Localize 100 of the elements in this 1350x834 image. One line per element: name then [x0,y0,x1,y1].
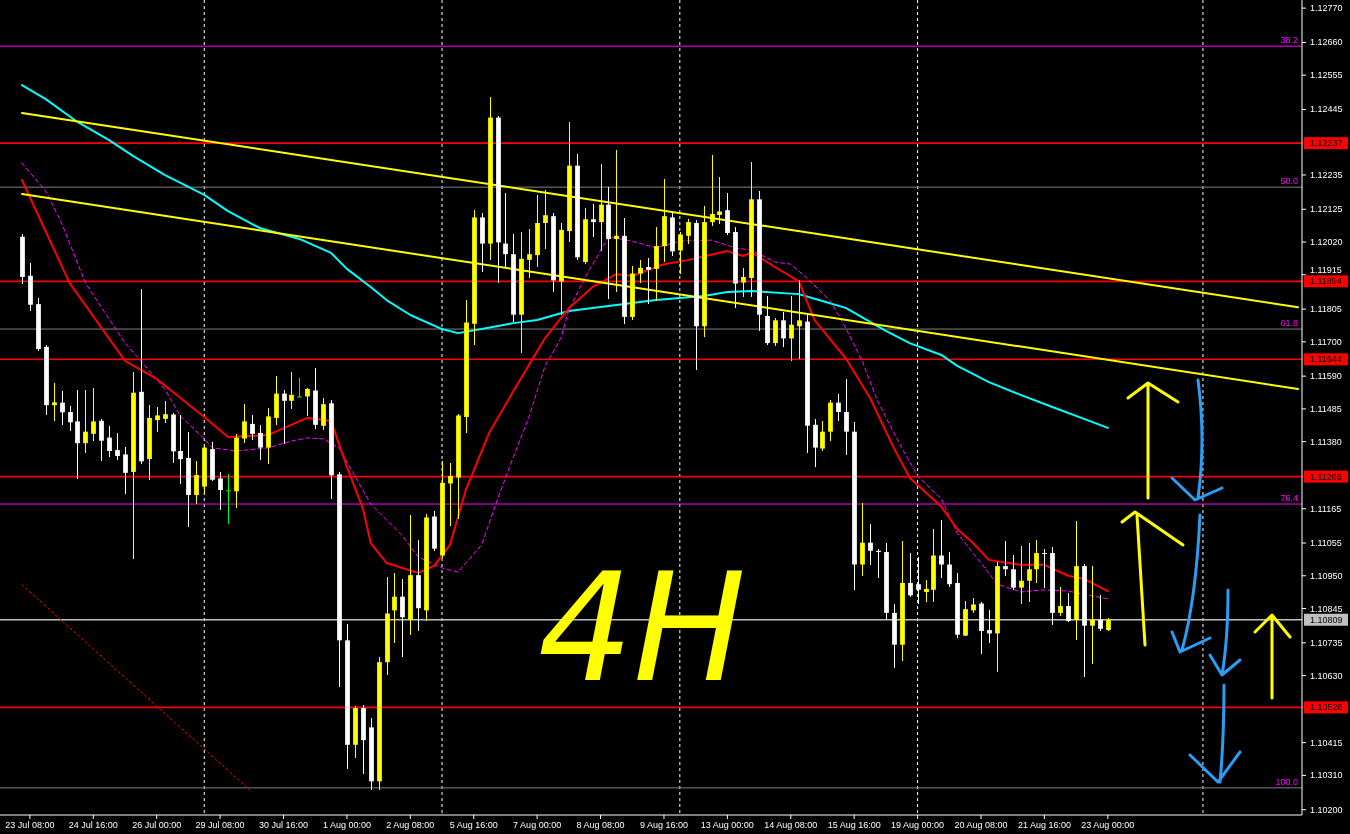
x-tick-label: 23 Jul 08:00 [5,820,55,830]
candlestick [527,228,532,280]
x-tick-label: 2 Aug 08:00 [386,820,435,830]
candlestick [1066,592,1071,624]
candlestick [321,397,326,431]
candlestick [924,579,929,603]
y-tick-label: 1.11055 [1310,538,1342,549]
candlestick [297,377,302,398]
x-tick-label: 14 Aug 08:00 [764,820,818,830]
candlestick [987,609,992,644]
y-tick-label: 1.12020 [1310,237,1343,248]
x-tick-label: 9 Aug 16:00 [639,820,688,830]
x-tick-label: 20 Aug 08:00 [954,820,1008,830]
y-tick-label: 1.10735 [1310,637,1343,648]
candlestick [678,230,683,275]
candlestick [844,378,849,456]
candlestick [947,550,952,588]
annotation: 38.2 [1280,35,1298,46]
ref-line-label: 1.11644 [1310,354,1342,365]
candlestick [860,502,865,577]
y-tick-label: 1.11485 [1310,403,1342,414]
candlestick [1027,542,1032,603]
y-tick-label: 1.12660 [1310,37,1343,48]
y-tick-label: 1.10630 [1310,670,1343,681]
candlestick [163,400,168,424]
x-tick-label: 7 Aug 00:00 [513,820,562,830]
candlestick [289,370,294,410]
candlestick [1090,564,1095,665]
candlestick [99,418,104,462]
x-tick-label: 5 Aug 16:00 [449,820,498,830]
candlestick [797,279,802,360]
candlestick [599,163,604,252]
candlestick [448,462,453,527]
candlestick [115,432,120,461]
candlestick [773,317,778,348]
candlestick [836,393,841,422]
y-tick-label: 1.10310 [1310,770,1343,781]
line-series [20,84,1109,429]
candlestick [741,267,746,298]
x-tick-label: 1 Aug 00:00 [322,820,371,830]
x-tick-label: 23 Aug 00:00 [1081,820,1135,830]
x-tick-label: 26 Jul 00:00 [132,820,182,830]
candlestick [1003,540,1008,577]
candlestick [1011,554,1016,592]
candlestick [107,425,112,458]
x-tick-label: 29 Jul 08:00 [195,820,245,830]
y-tick-label: 1.12125 [1310,204,1343,215]
y-tick-label: 1.10415 [1310,737,1343,748]
ref-line-label: 1.12337 [1310,138,1343,149]
annotation: 100.0 [1275,776,1298,787]
candlestick [52,382,57,422]
candlestick [591,203,596,238]
y-tick-label: 1.12555 [1310,70,1343,81]
candlestick [218,471,223,511]
candlestick [242,403,247,444]
candlestick [1019,544,1024,605]
y-tick-label: 1.11590 [1310,371,1342,382]
y-tick-label: 1.11165 [1310,503,1342,514]
candlestick [710,153,715,227]
y-tick-label: 1.11700 [1310,336,1342,347]
candlestick [908,551,913,598]
candlestick [916,556,921,605]
candlestick [638,259,643,284]
candlestick [282,389,287,445]
y-tick-label: 1.10845 [1310,603,1343,614]
y-tick-label: 1.11380 [1310,436,1342,447]
x-tick-label: 19 Aug 00:00 [891,820,945,830]
candlestick [654,226,659,303]
annotation: 61.8 [1280,318,1298,329]
x-tick-label: 30 Jul 16:00 [259,820,309,830]
candlestick [543,189,548,250]
candlestick [939,519,944,579]
annotation: 50.0 [1280,176,1298,187]
candlestick [1042,548,1047,589]
candlestick [1034,539,1039,585]
candlestick [123,446,128,495]
candlestick [83,389,88,454]
candlestick [392,572,397,644]
candlestick [258,424,263,461]
candlestick [820,419,825,452]
ref-line-label: 1.11268 [1310,471,1342,482]
candlestick [91,387,96,442]
candlestick [68,405,73,432]
candlestick [75,389,80,480]
candlestick [194,460,199,505]
candlestick [60,390,65,427]
y-tick-label: 1.12770 [1310,3,1343,14]
candlestick [1058,586,1063,617]
candlestick [725,191,730,236]
candlestick [503,191,508,268]
candlestick [868,523,873,566]
y-tick-label: 1.11915 [1310,265,1342,276]
candlestick [686,218,691,245]
y-tick-label: 1.10950 [1310,570,1343,581]
candlestick [1098,594,1103,633]
candlestick [250,414,255,441]
y-tick-label: 1.12235 [1310,169,1343,180]
candlestick [813,418,818,469]
candlestick [400,578,405,658]
candlestick [646,257,651,305]
